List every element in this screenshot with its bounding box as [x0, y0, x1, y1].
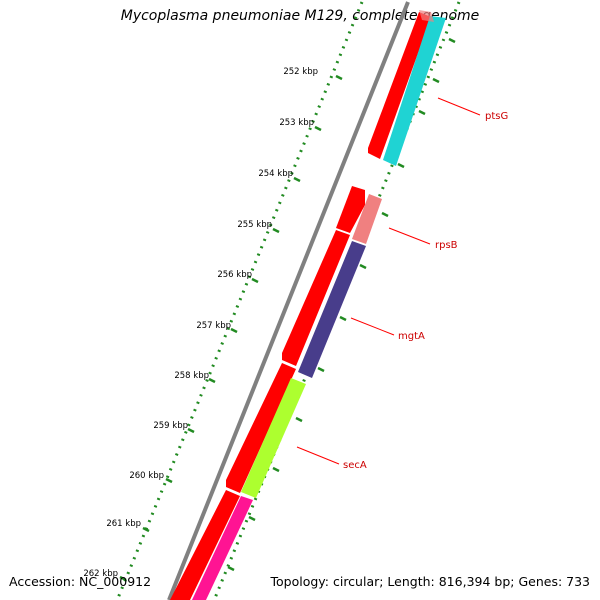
inner-ring-tick [448, 37, 456, 44]
cds-arrow-4 [226, 363, 296, 493]
cds-arrow-2 [336, 186, 365, 233]
ruler-major-tick [142, 526, 150, 533]
ruler-label: 260 kbp [129, 471, 164, 481]
ruler-major-tick [272, 227, 280, 234]
ruler-dotted-line-inner [213, 1, 461, 599]
gene-secA-arrow [241, 378, 306, 498]
inner-ring-tick [227, 565, 235, 572]
gene-unnamed-bottom-arrow [192, 496, 253, 600]
inner-ring-tick [381, 211, 389, 218]
ruler-major-tick [119, 575, 127, 582]
gene-label-ptsG[interactable]: ptsG [485, 111, 508, 122]
ruler-label: 256 kbp [217, 270, 252, 280]
gene-label-rpsB[interactable]: rpsB [435, 240, 458, 251]
ruler-ticks [119, 37, 456, 582]
gene-ptsG-arrow [383, 16, 446, 166]
ruler-major-tick [230, 327, 238, 334]
gene-mgtA-arrow [298, 241, 366, 378]
ruler-dotted-line-outer [116, 1, 364, 599]
gene-ptsG-arrow-tip [419, 10, 434, 22]
gene-labels: ptsG rpsB mgtA secA [296, 97, 508, 471]
ruler-label: 254 kbp [258, 169, 293, 179]
gene-label-leader-ptsG [437, 97, 481, 116]
ruler-major-tick [251, 277, 259, 284]
ruler-major-tick [208, 377, 216, 384]
cds-arrow-3 [282, 230, 350, 366]
inner-ring-tick [432, 77, 440, 84]
ruler-label: 252 kbp [283, 67, 318, 77]
ruler-label: 258 kbp [174, 371, 209, 381]
inner-ring-tick [339, 315, 347, 322]
ruler-label: 262 kbp [83, 569, 118, 579]
ruler-labels: 252 kbp 253 kbp 254 kbp 255 kbp 256 kbp 257 k… [83, 67, 318, 579]
inner-ring-tick [397, 162, 405, 169]
ruler-major-tick [165, 477, 173, 484]
ruler-major-tick [293, 176, 301, 183]
cds-arrow-1 [368, 12, 431, 159]
ruler-major-tick [187, 427, 195, 434]
ruler-label: 261 kbp [106, 519, 141, 529]
accession-text: Accession: NC_000912 [9, 574, 152, 589]
cds-arrow-5 [170, 490, 240, 600]
gene-label-leader-secA [296, 446, 340, 465]
inner-ring-tick [359, 263, 367, 270]
gene-label-leader-rpsB [388, 227, 431, 245]
gene-label-secA[interactable]: secA [343, 460, 367, 471]
inner-ring-tick [272, 466, 280, 473]
ruler-major-tick [335, 74, 343, 81]
inner-ring-tick [295, 416, 303, 423]
inner-ring-tick [248, 515, 256, 522]
gene-label-mgtA[interactable]: mgtA [398, 331, 425, 342]
genome-backbone [167, 1, 410, 600]
inner-ring-tick [418, 109, 426, 116]
gene-label-leader-mgtA [350, 317, 395, 336]
ruler-label: 255 kbp [237, 220, 272, 230]
ruler-major-tick [314, 125, 322, 132]
map-title: Mycoplasma pneumoniae M129, complete gen… [120, 8, 480, 24]
ruler-label: 253 kbp [279, 118, 314, 128]
inner-ring-tick [317, 366, 325, 373]
ruler-label: 259 kbp [153, 421, 188, 431]
ruler-label: 257 kbp [196, 321, 231, 331]
gene-rpsB-arrow [352, 194, 382, 244]
genome-summary-text: Topology: circular; Length: 816,394 bp; … [270, 574, 591, 589]
